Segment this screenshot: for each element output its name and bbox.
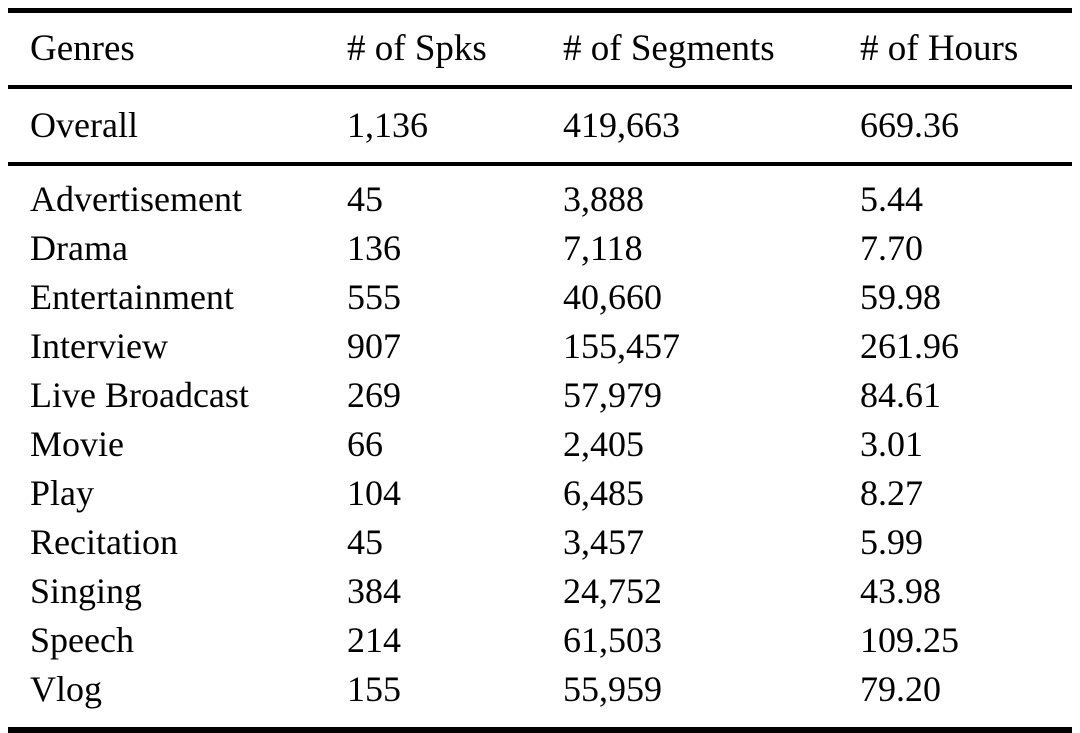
segments-cell: 3,457 <box>563 522 644 562</box>
row-speech: Speech 214 61,503 109.25 <box>8 616 1072 665</box>
hours-cell: 5.44 <box>860 179 923 219</box>
spks-cell: 136 <box>347 228 401 268</box>
genre-cell: Drama <box>30 228 128 268</box>
spks-cell: 45 <box>347 522 383 562</box>
segments-cell: 24,752 <box>563 571 662 611</box>
genre-cell: Speech <box>30 620 134 660</box>
row-interview: Interview 907 155,457 261.96 <box>8 322 1072 371</box>
row-live-broadcast: Live Broadcast 269 57,979 84.61 <box>8 371 1072 420</box>
hours-cell: 43.98 <box>860 571 941 611</box>
header-num-segments: # of Segments <box>563 10 860 89</box>
spks-cell: 66 <box>347 424 383 464</box>
hours-cell: 669.36 <box>860 87 1072 166</box>
genre-cell: Live Broadcast <box>30 375 249 415</box>
row-recitation: Recitation 45 3,457 5.99 <box>8 518 1072 567</box>
segments-cell: 3,888 <box>563 179 644 219</box>
table-header: Genres # of Spks # of Segments # of Hour… <box>8 10 1072 89</box>
spks-cell: 214 <box>347 620 401 660</box>
row-drama: Drama 136 7,118 7.70 <box>8 224 1072 273</box>
hours-cell: 84.61 <box>860 375 941 415</box>
genre-cell: Entertainment <box>30 277 234 317</box>
row-entertainment: Entertainment 555 40,660 59.98 <box>8 273 1072 322</box>
row-play: Play 104 6,485 8.27 <box>8 469 1072 518</box>
genres-statistics-table: Genres # of Spks # of Segments # of Hour… <box>8 8 1072 733</box>
header-num-hours: # of Hours <box>860 10 1072 89</box>
genre-cell: Recitation <box>30 522 178 562</box>
row-overall: Overall 1,136 419,663 669.36 <box>8 87 1072 166</box>
segments-cell: 419,663 <box>563 87 860 166</box>
row-vlog: Vlog 155 55,959 79.20 <box>8 665 1072 730</box>
hours-cell: 7.70 <box>860 228 923 268</box>
spks-cell: 555 <box>347 277 401 317</box>
segments-cell: 7,118 <box>563 228 643 268</box>
genre-cell: Play <box>30 473 95 513</box>
row-advertisement: Advertisement 45 3,888 5.44 <box>8 164 1072 224</box>
genres-section: Advertisement 45 3,888 5.44 Drama 136 7,… <box>8 164 1072 730</box>
spks-cell: 104 <box>347 473 401 513</box>
spks-cell: 45 <box>347 179 383 219</box>
spks-cell: 384 <box>347 571 401 611</box>
hours-cell: 3.01 <box>860 424 923 464</box>
segments-cell: 6,485 <box>563 473 644 513</box>
segments-cell: 40,660 <box>563 277 662 317</box>
segments-cell: 2,405 <box>563 424 644 464</box>
hours-cell: 79.20 <box>860 669 941 709</box>
segments-cell: 61,503 <box>563 620 662 660</box>
genre-cell: Vlog <box>30 669 102 709</box>
header-row: Genres # of Spks # of Segments # of Hour… <box>8 10 1072 89</box>
hours-cell: 261.96 <box>860 326 959 366</box>
segments-cell: 57,979 <box>563 375 662 415</box>
genre-cell: Movie <box>30 424 124 464</box>
genre-cell: Advertisement <box>30 179 242 219</box>
spks-cell: 907 <box>347 326 401 366</box>
header-num-spks: # of Spks <box>347 10 563 89</box>
hours-cell: 59.98 <box>860 277 941 317</box>
row-movie: Movie 66 2,405 3.01 <box>8 420 1072 469</box>
segments-cell: 55,959 <box>563 669 662 709</box>
spks-cell: 1,136 <box>347 87 563 166</box>
hours-cell: 8.27 <box>860 473 923 513</box>
row-singing: Singing 384 24,752 43.98 <box>8 567 1072 616</box>
segments-cell: 155,457 <box>563 326 680 366</box>
overall-section: Overall 1,136 419,663 669.36 <box>8 87 1072 166</box>
genre-cell: Interview <box>30 326 168 366</box>
spks-cell: 155 <box>347 669 401 709</box>
hours-cell: 5.99 <box>860 522 923 562</box>
genre-cell: Overall <box>8 87 347 166</box>
spks-cell: 269 <box>347 375 401 415</box>
header-genres: Genres <box>8 10 347 89</box>
genre-cell: Singing <box>30 571 143 611</box>
hours-cell: 109.25 <box>860 620 959 660</box>
